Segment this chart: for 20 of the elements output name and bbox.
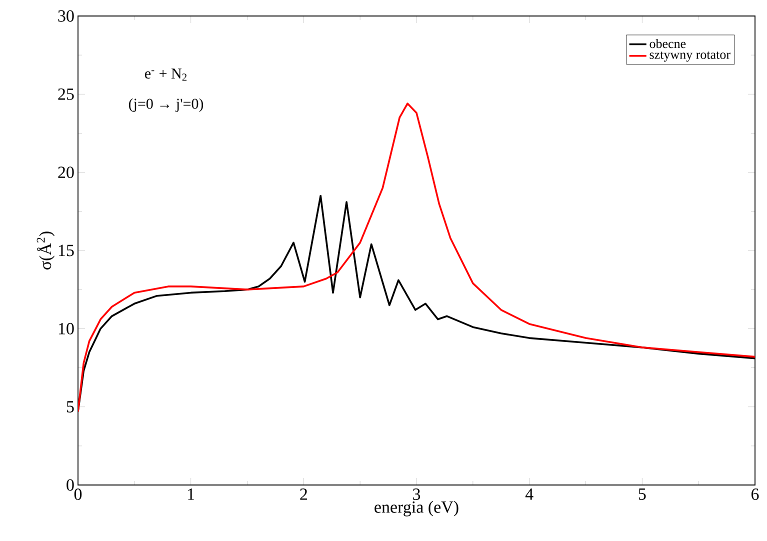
y-tick-label: 20: [58, 166, 74, 178]
x-tick-label: 3: [413, 488, 420, 500]
annotation: (j=0 → j'=0): [128, 98, 204, 112]
legend-label: sztywny rotator: [650, 51, 730, 62]
legend-label: obecne: [650, 38, 686, 48]
x-tick-label: 2: [300, 488, 307, 500]
x-tick-label: 4: [525, 488, 534, 500]
x-axis-title: energia (eV): [374, 500, 458, 516]
y-tick-label: 25: [58, 88, 74, 100]
y-tick-label: 10: [58, 322, 74, 334]
annotation: e$^{-}$ + N$_{2}$: [145, 68, 187, 81]
y-tick-label: 0: [66, 479, 74, 491]
x-tick-label: 0: [74, 488, 82, 500]
y-tick-label: 15: [58, 244, 74, 256]
x-tick-label: 1: [188, 488, 194, 500]
y-tick-label: 30: [58, 10, 74, 22]
x-tick-label: 5: [638, 488, 646, 500]
y-axis-title: σ(Å$^{2}$): [36, 232, 55, 270]
y-tick-label: 5: [66, 401, 74, 412]
x-tick-label: 6: [751, 488, 759, 500]
